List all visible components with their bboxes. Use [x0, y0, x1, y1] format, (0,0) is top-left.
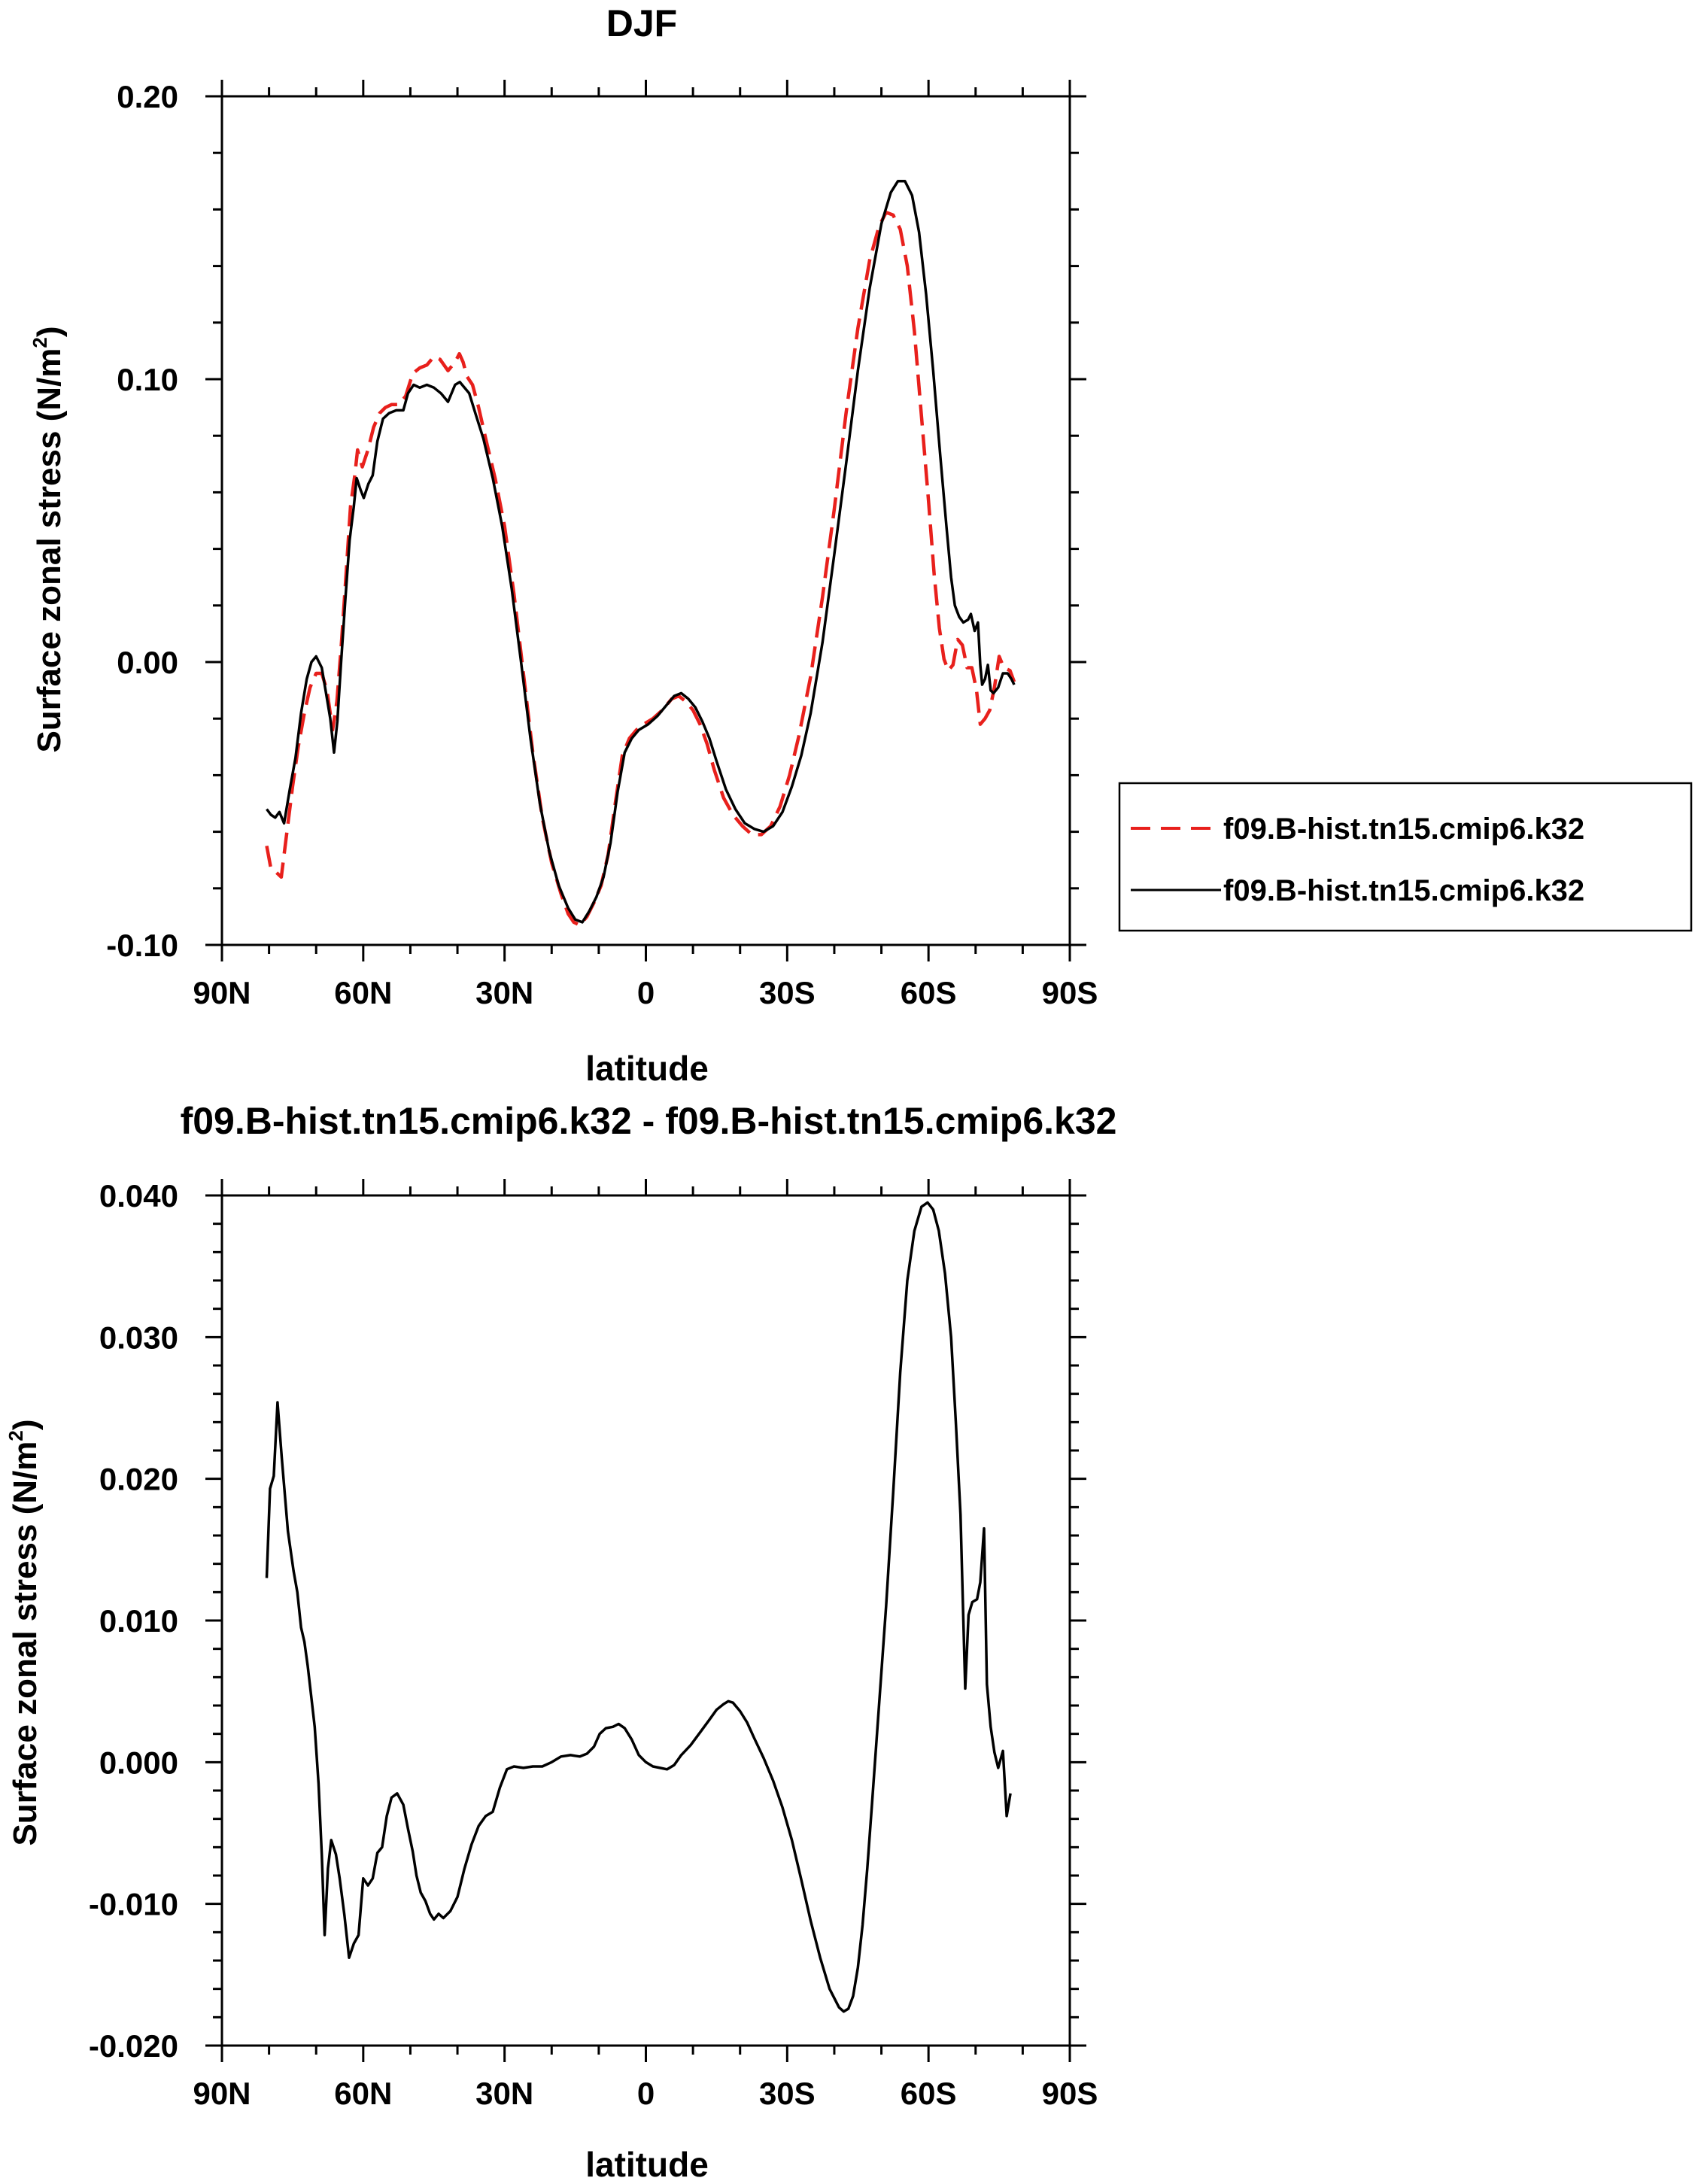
plot-area [265, 1201, 1012, 2013]
panel-top: DJF Surface zonal stress (N/m2) latitude… [29, 2, 1693, 1088]
x-tick-label: 60S [901, 975, 957, 1010]
x-tick-label: 90S [1042, 2076, 1098, 2111]
axes: 90N 60N 30N 0 30S 60S 90S -0.10 0.00 0.10 0.20 [106, 79, 1098, 1010]
y-axis-label: Surface zonal stress (N/m2) [5, 1419, 44, 1845]
y-tick-label: 0.20 [117, 79, 178, 114]
series-line-2 [266, 180, 1016, 924]
y-axis-label: Surface zonal stress (N/m2) [29, 326, 68, 752]
y-axis-label-text: Surface zonal stress (N/m2) [29, 326, 68, 752]
plot-area [265, 180, 1016, 927]
y-tick-label: 0.00 [117, 645, 178, 680]
x-tick-label: 60N [334, 975, 392, 1010]
y-tick-label: 0.000 [99, 1745, 178, 1780]
y-tick-label: -0.10 [106, 928, 178, 963]
x-tick-label: 30N [475, 2076, 533, 2111]
y-tick-label: 0.040 [99, 1178, 178, 1214]
y-tick-label: -0.020 [89, 2028, 178, 2064]
legend-label-series-2: f09.B-hist.tn15.cmip6.k32 [1223, 874, 1584, 907]
series-line-1 [265, 1201, 1012, 2013]
chart-title-difference: f09.B-hist.tn15.cmip6.k32 - f09.B-hist.t… [181, 1100, 1117, 1142]
x-tick-label: 90N [193, 2076, 251, 2111]
x-tick-label: 30N [475, 975, 533, 1010]
axes: 90N 60N 30N 0 30S 60S 90S -0.020 -0.010 0.000 0.01… [89, 1178, 1098, 2111]
x-tick-label: 90S [1042, 975, 1098, 1010]
legend-box [1118, 782, 1693, 932]
legend: f09.B-hist.tn15.cmip6.k32 f09.B-hist.tn1… [1118, 782, 1693, 932]
x-axis-label: latitude [585, 1049, 709, 1088]
y-tick-label: 0.010 [99, 1603, 178, 1639]
x-tick-label: 30S [759, 2076, 816, 2111]
y-tick-label: 0.030 [99, 1320, 178, 1355]
y-tick-label: -0.010 [89, 1887, 178, 1922]
y-tick-label: 0.10 [117, 362, 178, 397]
x-tick-label: 0 [637, 2076, 655, 2111]
series-line-1 [265, 210, 1016, 927]
x-tick-label: 60S [901, 2076, 957, 2111]
x-tick-label: 90N [193, 975, 251, 1010]
chart-title: DJF [606, 2, 677, 44]
plot-frame [220, 1194, 1071, 2047]
legend-label-series-1: f09.B-hist.tn15.cmip6.k32 [1223, 813, 1584, 846]
panel-bottom: f09.B-hist.tn15.cmip6.k32 - f09.B-hist.t… [5, 1100, 1116, 2184]
x-tick-label: 60N [334, 2076, 392, 2111]
y-tick-label: 0.020 [99, 1462, 178, 1497]
x-tick-label: 0 [637, 975, 655, 1010]
x-tick-label: 30S [759, 975, 816, 1010]
x-axis-label: latitude [585, 2145, 709, 2184]
y-axis-label-text: Surface zonal stress (N/m2) [5, 1419, 44, 1845]
